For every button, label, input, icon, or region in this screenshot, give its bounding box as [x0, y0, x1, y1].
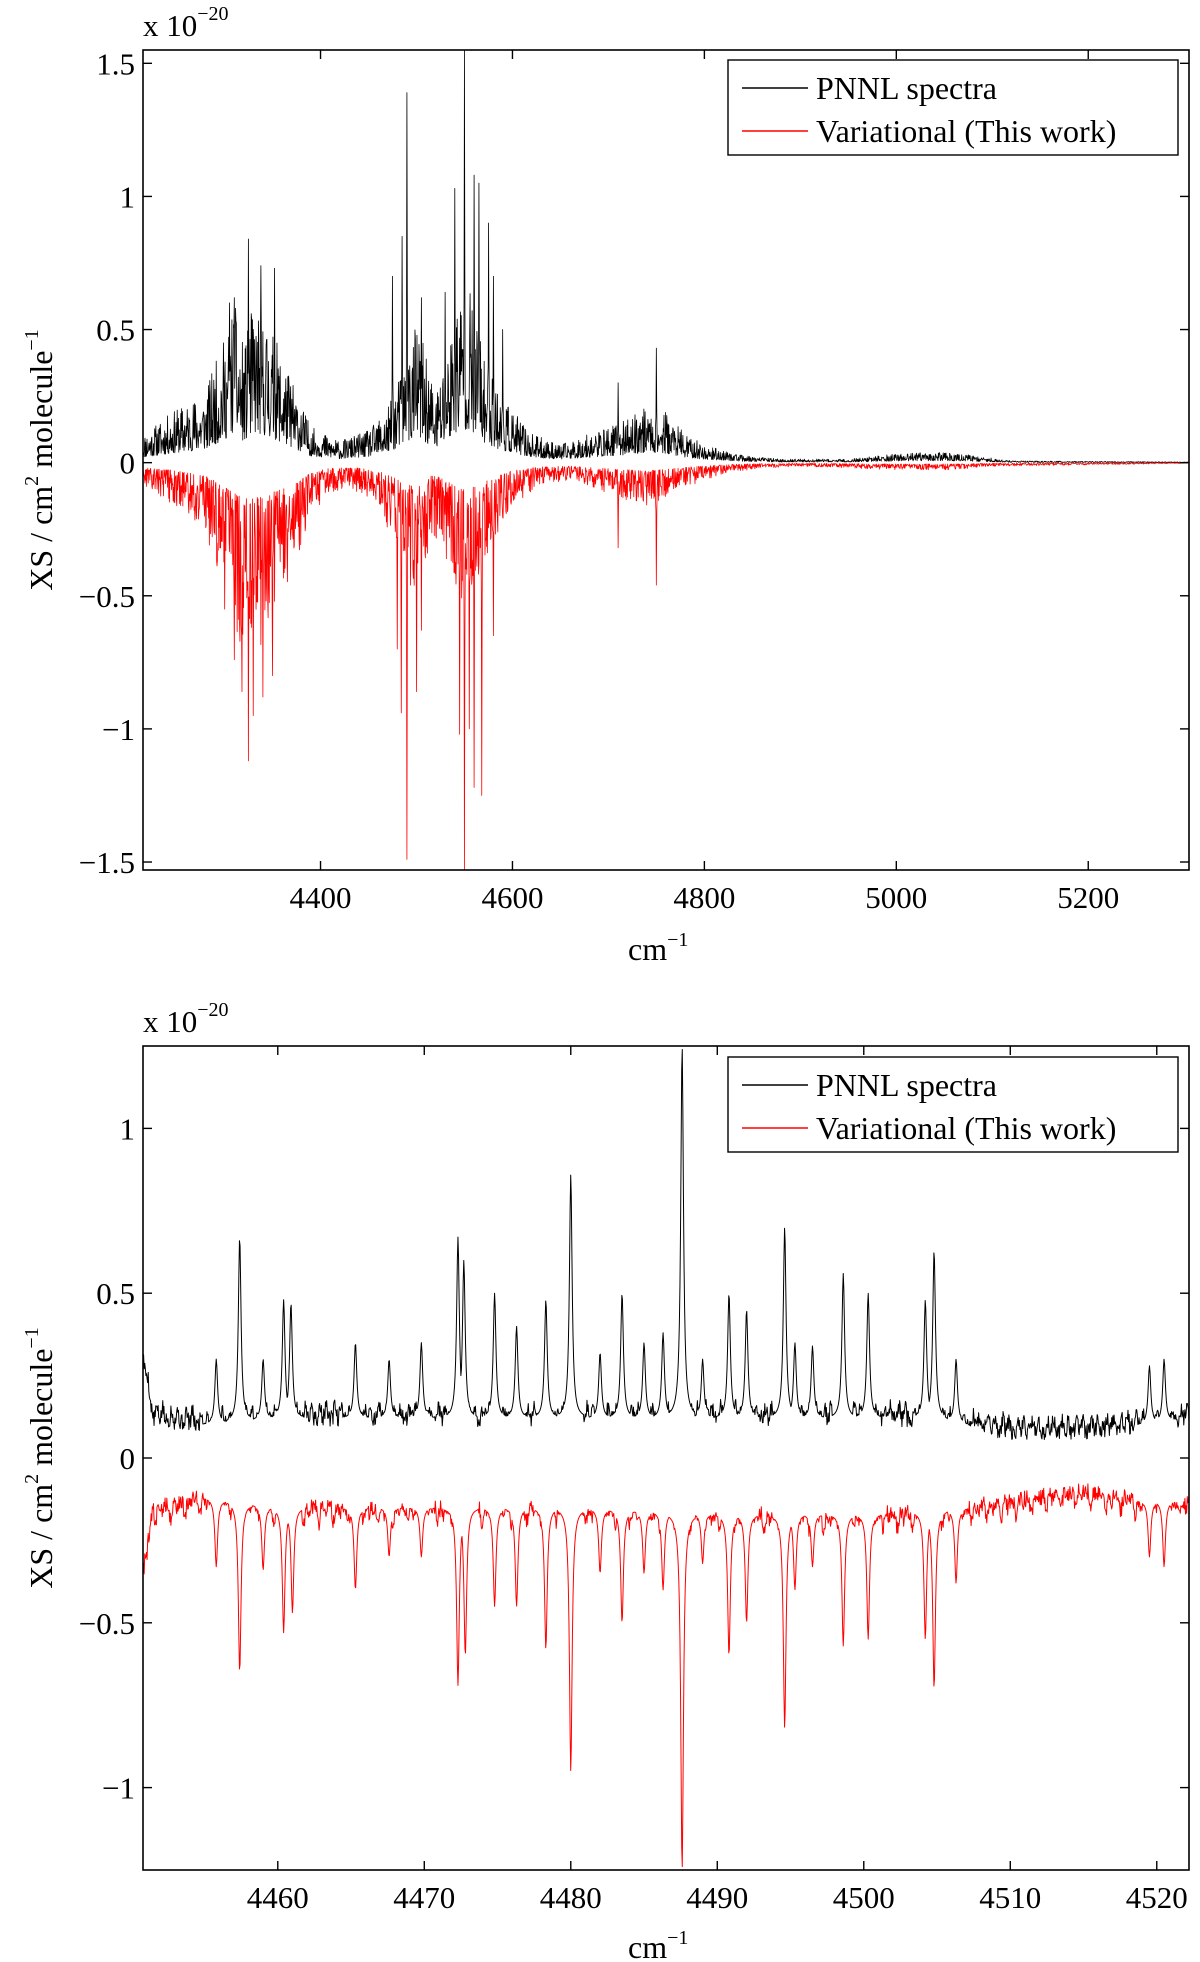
bottom-x-axis-label: cm−1 [628, 1927, 688, 1962]
top-x-ticks: 4400 4600 4800 5000 5200 [290, 50, 1119, 915]
top-x-tick-label: 4600 [481, 880, 543, 915]
bottom-panel: 4460 4470 4480 4490 4500 4510 4520 −1 −0.5 0 0.5 1… [21, 999, 1190, 1962]
top-y-axis-label: XS / cm2 molecule−1 [21, 329, 59, 590]
bottom-y-ticks: −1 −0.5 0 0.5 1 [79, 1111, 1189, 1806]
top-y-tick-label: 1.5 [96, 46, 135, 81]
top-y-tick-label: 0.5 [96, 313, 135, 348]
top-y-tick-label: 1 [120, 179, 136, 214]
bottom-series-variational [143, 1483, 1189, 1868]
top-legend-label-variational: Variational (This work) [816, 113, 1116, 149]
bottom-legend-box [727, 1056, 1179, 1153]
top-y-tick-label: 0 [120, 446, 136, 481]
top-series-variational [143, 462, 1189, 870]
bottom-x-tick-label: 4520 [1126, 1880, 1188, 1915]
top-series-pnnl [143, 50, 1189, 463]
top-x-tick-label: 5000 [865, 880, 927, 915]
top-panel: 4400 4600 4800 5000 5200 −1.5−1−0.500.511.5 … [0, 0, 1200, 980]
bottom-legend: PNNL spectra Variational (This work) [727, 1056, 1179, 1153]
bottom-x-tick-label: 4510 [979, 1880, 1041, 1915]
bottom-legend-label-variational: Variational (This work) [816, 1110, 1116, 1146]
bottom-plot-traces [143, 1048, 1189, 1868]
bottom-x-tick-label: 4480 [540, 1880, 602, 1915]
bottom-x-ticks: 4460 4470 4480 4490 4500 4510 4520 [247, 1046, 1188, 1915]
top-scale-factor: x 10−20 [143, 3, 229, 43]
bottom-y-tick-label: 0.5 [96, 1276, 135, 1311]
top-y-tick-label: −1.5 [79, 845, 135, 880]
top-legend-box [727, 59, 1179, 156]
bottom-legend-label-pnnl: PNNL spectra [816, 1067, 997, 1103]
top-y-ticks: −1.5 −1 −0.5 0 0.5 1 1.5 [79, 46, 1189, 880]
top-y-tick-label: −0.5 [79, 579, 135, 614]
bottom-series-pnnl [143, 1048, 1189, 1441]
bottom-plot-frame [142, 1045, 1190, 1871]
bottom-x-tick-label: 4500 [833, 1880, 895, 1915]
bottom-y-axis-label: XS / cm2 molecule−1 [21, 1327, 59, 1588]
bottom-y-tick-label: 1 [120, 1111, 136, 1146]
top-plot-traces [143, 50, 1189, 870]
top-plot-frame [142, 49, 1190, 871]
bottom-y-tick-label: −1 [102, 1771, 135, 1806]
top-x-tick-label: 4800 [673, 880, 735, 915]
bottom-x-tick-label: 4470 [393, 1880, 455, 1915]
top-legend-label-pnnl: PNNL spectra [816, 70, 997, 106]
bottom-scale-factor: x 10−20 [143, 999, 229, 1039]
top-x-tick-label: 4400 [290, 880, 352, 915]
top-x-tick-label: 5200 [1057, 880, 1119, 915]
bottom-y-tick-label: −0.5 [79, 1606, 135, 1641]
bottom-x-tick-label: 4460 [247, 1880, 309, 1915]
bottom-x-tick-label: 4490 [686, 1880, 748, 1915]
bottom-y-tick-label: 0 [120, 1441, 136, 1476]
top-legend: PNNL spectra Variational (This work) [727, 59, 1179, 156]
top-y-tick-label: −1 [102, 712, 135, 747]
top-x-axis-label: cm−1 [628, 929, 688, 967]
